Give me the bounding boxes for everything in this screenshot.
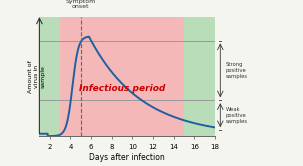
Text: Strong
positive
samples: Strong positive samples [225, 62, 248, 79]
Text: Infectious period: Infectious period [79, 84, 165, 93]
Bar [39, 17, 60, 136]
Y-axis label: Amount of
virus in
sample: Amount of virus in sample [28, 60, 45, 93]
Bar [184, 17, 215, 136]
Bar [60, 17, 184, 136]
X-axis label: Days after infection: Days after infection [89, 153, 165, 162]
Text: Weak
positive
samples: Weak positive samples [225, 107, 248, 124]
Text: Symptom
onset: Symptom onset [66, 0, 96, 9]
